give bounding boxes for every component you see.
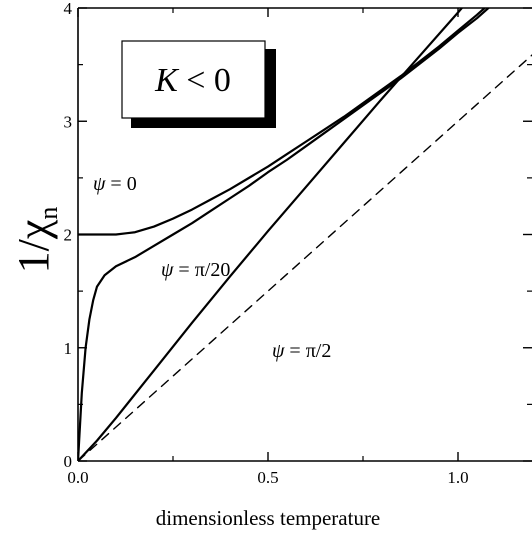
x-tick-label: 0.5 [257, 468, 278, 487]
series-psi-0 [78, 8, 486, 236]
series-label-rest: = π/20 [173, 259, 230, 281]
series-label-psi-pi-2: ψ = π/2 [272, 340, 331, 362]
series-label-var: ψ [161, 259, 174, 281]
condition-box-label: K < 0 [154, 62, 231, 99]
y-axis-title-text: 1/χn [9, 207, 63, 274]
series-label-psi-0: ψ = 0 [93, 173, 137, 195]
series-label-var: ψ [272, 340, 285, 362]
series-label-var: ψ [93, 173, 106, 195]
y-axis-title-main: 1/χ [9, 219, 58, 273]
condition-var: K [154, 62, 180, 99]
x-tick-label: 1.0 [447, 468, 468, 487]
y-tick-label: 0 [64, 452, 73, 471]
series-label-rest: = 0 [105, 173, 136, 195]
y-tick-label: 4 [64, 0, 73, 18]
y-axis-title: 1/χn [9, 207, 63, 274]
condition-box: K < 0 [121, 40, 276, 128]
y-axis-title-sub: n [34, 207, 63, 220]
x-tick-label: 0.0 [67, 468, 88, 487]
condition-rest: < 0 [178, 62, 231, 99]
series-label-rest: = π/2 [284, 340, 331, 362]
x-axis-title: dimensionless temperature [156, 506, 381, 530]
series-label-psi-pi-20: ψ = π/20 [161, 259, 230, 281]
y-tick-label: 1 [64, 339, 73, 358]
y-tick-label: 3 [64, 112, 73, 131]
series-psi-pi-20 [78, 8, 490, 461]
y-tick-label: 2 [64, 226, 73, 245]
series-layer [78, 8, 532, 461]
series-reference-dashed [78, 54, 532, 461]
series-psi-pi-2 [78, 8, 463, 461]
condition-box-frame [121, 40, 266, 119]
